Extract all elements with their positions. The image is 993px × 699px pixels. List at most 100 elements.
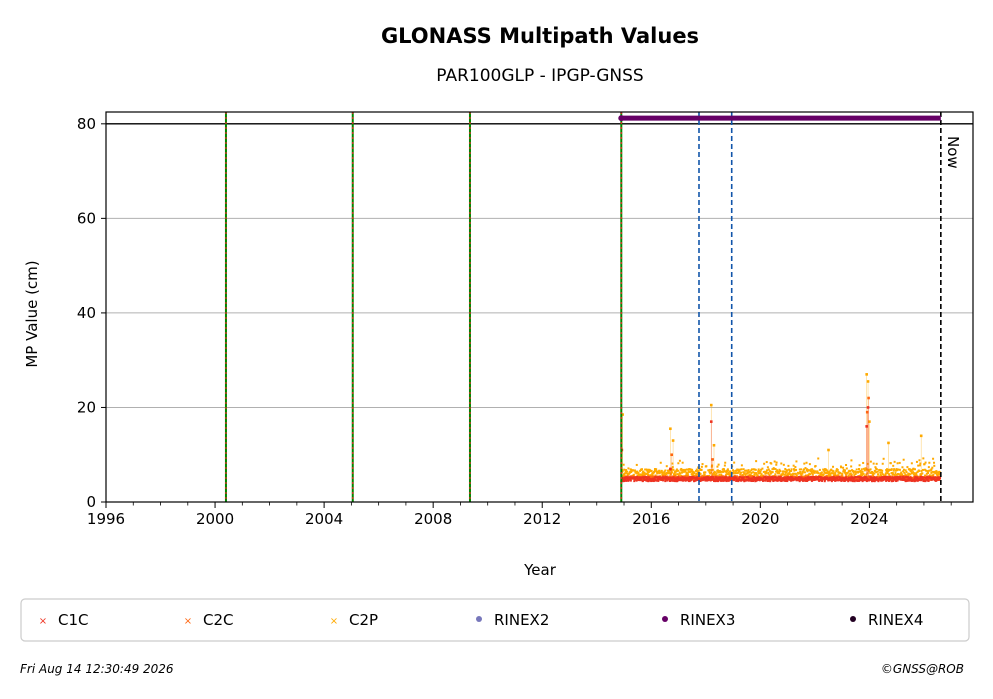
data-point — [792, 472, 795, 475]
data-point — [749, 473, 752, 476]
data-point — [715, 472, 718, 475]
data-point — [869, 460, 872, 463]
data-point — [864, 467, 867, 470]
data-point — [775, 461, 778, 464]
data-point — [648, 479, 651, 482]
data-point — [932, 471, 935, 474]
data-point — [718, 474, 721, 477]
data-point — [881, 462, 884, 465]
data-point — [895, 479, 898, 482]
data-point — [811, 479, 814, 482]
data-point — [846, 471, 849, 474]
y-tick-label: 60 — [77, 209, 96, 227]
data-point — [784, 470, 787, 473]
data-point — [663, 477, 666, 480]
data-point — [700, 468, 703, 471]
data-point — [766, 466, 769, 469]
data-point — [788, 477, 791, 480]
data-point — [769, 470, 772, 473]
rinex-bar-start — [618, 115, 625, 122]
data-point — [797, 477, 800, 480]
data-point — [779, 476, 782, 479]
data-point — [740, 478, 743, 481]
data-point — [887, 479, 890, 482]
data-point — [895, 468, 898, 471]
data-point — [779, 477, 782, 480]
data-point — [854, 473, 857, 476]
data-point — [694, 477, 697, 480]
data-point — [850, 477, 853, 480]
data-point — [705, 465, 708, 468]
data-point — [871, 471, 874, 474]
data-point — [901, 478, 904, 481]
data-point — [745, 479, 748, 482]
data-point — [702, 478, 705, 481]
data-point — [690, 470, 693, 473]
data-point — [804, 475, 807, 478]
data-point — [866, 380, 870, 383]
data-point — [677, 476, 680, 479]
data-point — [834, 472, 837, 475]
data-point — [930, 468, 933, 471]
data-point — [626, 477, 629, 480]
data-point — [760, 468, 763, 471]
data-point — [920, 479, 923, 482]
data-point — [813, 471, 816, 474]
data-point — [722, 470, 725, 473]
data-point — [623, 479, 626, 482]
data-point — [660, 477, 663, 480]
data-point — [850, 459, 853, 462]
data-point — [891, 473, 894, 476]
data-point — [787, 464, 790, 467]
data-point — [630, 471, 633, 474]
data-point — [909, 473, 912, 476]
data-point — [845, 467, 848, 470]
data-point — [758, 472, 761, 475]
data-point — [868, 420, 871, 423]
data-point — [910, 462, 913, 465]
data-point — [691, 470, 694, 473]
data-point — [648, 468, 651, 471]
data-point — [636, 475, 639, 478]
data-point — [676, 477, 679, 480]
data-point — [777, 478, 780, 481]
data-point — [877, 480, 880, 483]
data-point — [795, 474, 798, 477]
data-point — [650, 480, 653, 483]
data-point — [652, 480, 655, 483]
data-point — [850, 465, 853, 468]
data-point — [875, 462, 878, 465]
data-point — [896, 476, 899, 479]
data-point — [838, 478, 841, 481]
data-point — [710, 465, 713, 468]
data-point — [675, 470, 678, 473]
data-point — [902, 468, 905, 471]
data-point — [924, 474, 927, 477]
data-point — [653, 469, 656, 472]
data-point — [703, 473, 706, 476]
data-point — [754, 472, 757, 475]
data-point — [713, 472, 716, 475]
data-point — [712, 443, 716, 447]
data-point — [921, 472, 924, 475]
data-point — [644, 468, 647, 471]
data-point — [791, 476, 794, 479]
data-point — [625, 469, 628, 472]
data-point — [725, 471, 728, 474]
data-point — [828, 472, 831, 475]
data-point — [779, 470, 782, 473]
data-point — [892, 479, 895, 482]
data-point — [931, 470, 934, 473]
data-point — [849, 472, 852, 475]
data-point — [651, 473, 654, 476]
legend-marker-rinex3 — [662, 616, 668, 622]
data-point — [895, 469, 898, 472]
data-point — [822, 468, 825, 471]
data-point — [655, 468, 658, 471]
data-point — [621, 413, 624, 416]
data-point — [873, 472, 876, 475]
data-point — [701, 463, 704, 466]
data-point — [678, 459, 681, 462]
data-point — [653, 471, 656, 474]
legend-item-c2p: × C2P — [330, 611, 378, 629]
